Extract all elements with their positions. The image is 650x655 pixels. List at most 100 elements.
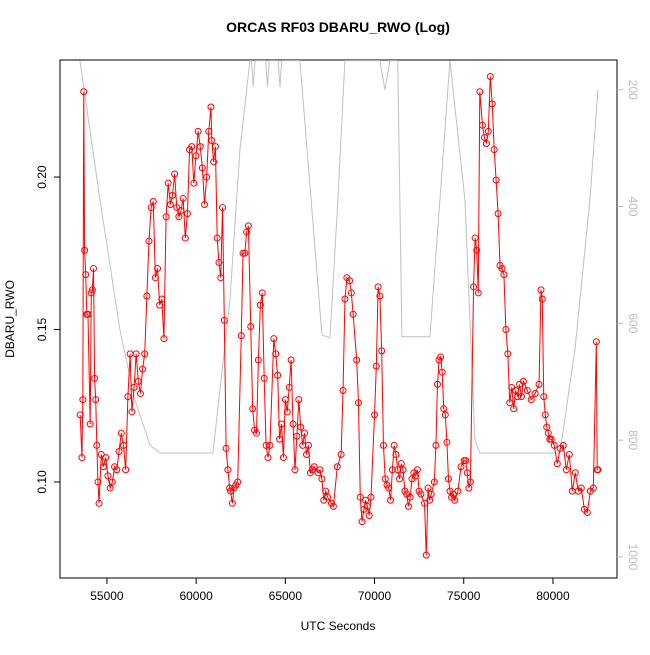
data-point bbox=[422, 551, 430, 559]
data-point bbox=[371, 411, 379, 419]
data-point bbox=[266, 441, 274, 449]
data-point bbox=[139, 365, 147, 373]
data-point bbox=[183, 210, 191, 218]
data-point bbox=[156, 301, 164, 309]
data-point bbox=[451, 496, 459, 504]
data-point bbox=[562, 466, 570, 474]
data-point bbox=[437, 353, 445, 361]
data-point bbox=[478, 121, 486, 129]
y-axis-label: DBARU_RWO bbox=[3, 280, 17, 358]
y-tick-label: 0.20 bbox=[35, 165, 49, 189]
data-point bbox=[134, 377, 142, 385]
data-point bbox=[264, 454, 272, 462]
data-point bbox=[500, 271, 508, 279]
data-point bbox=[104, 472, 112, 480]
data-point bbox=[141, 350, 149, 358]
data-point bbox=[113, 466, 121, 474]
data-point bbox=[523, 386, 531, 394]
data-point bbox=[362, 496, 370, 504]
data-point bbox=[519, 377, 527, 385]
data-point bbox=[252, 429, 260, 437]
data-point bbox=[205, 127, 213, 135]
pressure-line bbox=[79, 60, 599, 454]
data-point bbox=[82, 271, 90, 279]
data-point bbox=[381, 475, 389, 483]
data-point bbox=[99, 463, 107, 471]
data-point bbox=[365, 511, 373, 519]
data-point bbox=[324, 493, 332, 501]
data-point bbox=[397, 460, 405, 468]
data-point bbox=[297, 423, 305, 431]
data-point bbox=[396, 475, 404, 483]
data-point bbox=[583, 508, 591, 516]
data-point bbox=[274, 371, 282, 379]
data-point bbox=[249, 405, 257, 413]
data-point bbox=[122, 466, 130, 474]
y2-tick-label: 200 bbox=[626, 80, 640, 100]
data-point bbox=[571, 469, 579, 477]
data-point bbox=[95, 499, 103, 507]
data-point bbox=[463, 469, 471, 477]
data-point bbox=[374, 283, 382, 291]
data-point bbox=[506, 399, 514, 407]
x-tick-label: 65000 bbox=[269, 589, 303, 603]
y2-tick-label: 400 bbox=[626, 197, 640, 217]
data-point bbox=[217, 274, 225, 282]
data-point bbox=[224, 466, 232, 474]
data-point bbox=[484, 127, 492, 135]
data-point bbox=[222, 444, 230, 452]
data-point bbox=[476, 88, 484, 96]
data-point bbox=[147, 204, 155, 212]
data-point bbox=[194, 127, 202, 135]
data-point bbox=[349, 310, 357, 318]
x-tick-label: 75000 bbox=[447, 589, 481, 603]
data-point bbox=[433, 380, 441, 388]
data-point bbox=[219, 204, 227, 212]
data-point bbox=[462, 457, 470, 465]
data-point bbox=[412, 472, 420, 480]
data-point bbox=[390, 441, 398, 449]
data-point bbox=[295, 396, 303, 404]
data-point bbox=[115, 447, 123, 455]
data-point bbox=[272, 350, 280, 358]
data-point bbox=[473, 246, 481, 254]
data-point bbox=[145, 237, 153, 245]
data-point bbox=[310, 463, 318, 471]
data-point bbox=[102, 454, 110, 462]
data-point bbox=[474, 289, 482, 297]
data-point bbox=[243, 228, 251, 236]
data-point bbox=[158, 295, 166, 303]
data-point bbox=[220, 316, 228, 324]
data-point bbox=[136, 390, 144, 398]
plot-box bbox=[59, 59, 618, 579]
data-point bbox=[213, 234, 221, 242]
data-point bbox=[203, 173, 211, 181]
data-point bbox=[432, 441, 440, 449]
data-point bbox=[443, 438, 451, 446]
data-point bbox=[119, 441, 127, 449]
data-point bbox=[394, 466, 402, 474]
data-point bbox=[149, 197, 157, 205]
data-point bbox=[208, 136, 216, 144]
data-point bbox=[86, 420, 94, 428]
data-point bbox=[430, 478, 438, 486]
data-point bbox=[177, 207, 185, 215]
data-point bbox=[196, 143, 204, 151]
data-point bbox=[417, 490, 425, 498]
data-point bbox=[198, 164, 206, 172]
data-point bbox=[322, 487, 330, 495]
y2-tick-label: 800 bbox=[626, 430, 640, 450]
data-point bbox=[287, 356, 295, 364]
data-point bbox=[279, 454, 287, 462]
data-point bbox=[81, 246, 89, 254]
data-point bbox=[254, 356, 262, 364]
data-point bbox=[88, 286, 96, 294]
data-point bbox=[91, 374, 99, 382]
data-point bbox=[130, 383, 138, 391]
data-point bbox=[502, 326, 510, 334]
data-point bbox=[143, 292, 151, 300]
data-point bbox=[283, 408, 291, 416]
data-point bbox=[171, 170, 179, 178]
